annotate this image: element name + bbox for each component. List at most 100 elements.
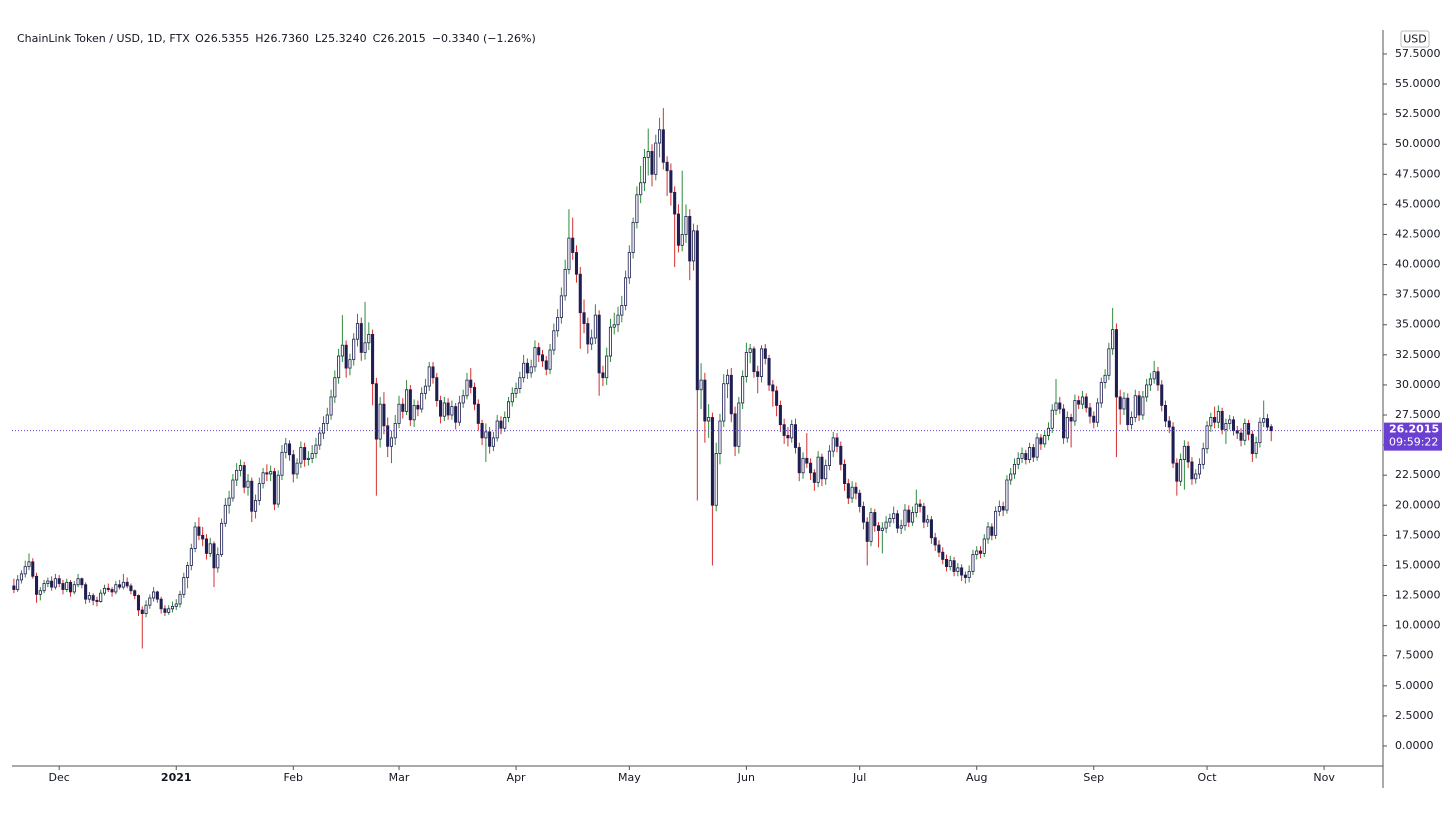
candle-body: [378, 403, 382, 440]
x-tick-label: Mar: [389, 771, 410, 784]
candle-body: [725, 374, 730, 385]
candle-body: [922, 506, 926, 523]
candle-body: [944, 559, 949, 568]
candle-body: [1073, 400, 1077, 422]
candle-body: [582, 312, 586, 324]
candle-body: [567, 237, 571, 270]
header-value: O26.5355: [195, 32, 249, 45]
candle-body: [1243, 423, 1247, 441]
y-tick-label: 22.5000: [1395, 468, 1441, 481]
y-tick-label: 32.5000: [1395, 348, 1441, 361]
x-tick-label: Jun: [737, 771, 755, 784]
candle-body: [374, 383, 378, 440]
candle-body: [869, 512, 873, 542]
candle-body: [42, 583, 46, 592]
candle-body: [163, 608, 167, 613]
candle-body: [401, 403, 405, 412]
candle-body: [676, 213, 680, 246]
candle-body: [314, 444, 318, 454]
candle-body: [423, 385, 427, 394]
y-tick-label: 15.0000: [1395, 558, 1441, 571]
candle-body: [72, 584, 76, 593]
candle-body: [1046, 427, 1050, 436]
candle-body: [159, 598, 163, 610]
candle-body: [865, 521, 869, 542]
y-tick-label: 52.5000: [1395, 107, 1441, 120]
candle-body: [552, 330, 556, 351]
candle-body: [1107, 348, 1111, 376]
y-tick-label: 10.0000: [1395, 619, 1441, 632]
x-tick-label: 2021: [161, 771, 192, 784]
candle-body: [476, 403, 480, 424]
candle-body: [344, 344, 348, 369]
candle-body: [1133, 395, 1137, 418]
candle-body: [684, 216, 688, 235]
candle-body: [189, 548, 193, 566]
candle-body: [718, 420, 722, 454]
candle-body: [695, 230, 699, 391]
candle-body: [405, 389, 409, 412]
y-tick-label: 35.0000: [1395, 318, 1441, 331]
candle-body: [692, 230, 696, 262]
candle-body: [767, 358, 771, 386]
candle-body: [563, 268, 567, 297]
candle-body: [235, 469, 239, 481]
candle-body: [627, 252, 631, 279]
candle-body: [790, 424, 794, 439]
candle-body: [65, 581, 69, 590]
chart-header: ChainLink Token / USD, 1D, FTX O26.5355 H2…: [17, 32, 536, 45]
candle-body: [533, 347, 537, 368]
candle-body: [473, 386, 477, 405]
candle-body: [416, 404, 420, 410]
candle-body: [907, 509, 911, 523]
candle-body: [499, 420, 503, 429]
candle-body: [1012, 463, 1017, 475]
y-tick-label: 0.0000: [1395, 739, 1434, 752]
y-tick-label: 57.5000: [1395, 47, 1441, 60]
y-tick-label: 40.0000: [1395, 258, 1441, 271]
candle-body: [197, 526, 201, 536]
candle-body: [574, 252, 579, 275]
candle-body: [729, 374, 733, 415]
candle-body: [1077, 400, 1081, 405]
y-tick-label: 50.0000: [1395, 137, 1441, 150]
candle-body: [212, 543, 216, 569]
candle-body: [174, 603, 178, 607]
candle-body: [68, 581, 73, 593]
candle-body: [1258, 421, 1262, 444]
candle-body: [1129, 417, 1134, 426]
y-tick-label: 37.5000: [1395, 288, 1441, 301]
candle-body: [635, 194, 639, 223]
candle-body: [503, 417, 507, 429]
candle-body: [801, 457, 805, 474]
candle-body: [148, 597, 152, 606]
candle-body: [1220, 411, 1224, 430]
candle-body: [782, 424, 786, 436]
candle-body: [963, 574, 967, 578]
candle-body: [182, 577, 186, 595]
candle-body: [612, 324, 616, 328]
candle-body: [827, 450, 831, 466]
y-tick-label: 2.5000: [1395, 709, 1434, 722]
candle-body: [699, 379, 703, 391]
candle-body: [1231, 419, 1236, 432]
candle-body: [616, 314, 620, 326]
candle-body: [703, 379, 707, 422]
candle-body: [1160, 384, 1164, 406]
candle-body: [446, 402, 450, 416]
candle-body: [744, 352, 748, 377]
candle-body: [525, 362, 529, 374]
candle-body: [510, 392, 514, 403]
candle-body: [1269, 426, 1273, 432]
candle-body: [102, 587, 107, 594]
candle-body: [465, 379, 469, 397]
candle-body: [1197, 463, 1202, 475]
candle-body: [27, 561, 31, 568]
candle-body: [333, 377, 337, 398]
candle-body: [820, 456, 824, 480]
candle-body: [1054, 402, 1058, 411]
candle-body: [990, 526, 994, 536]
candle-body: [1111, 329, 1115, 350]
candle-body: [480, 423, 484, 439]
candle-body: [642, 157, 646, 184]
